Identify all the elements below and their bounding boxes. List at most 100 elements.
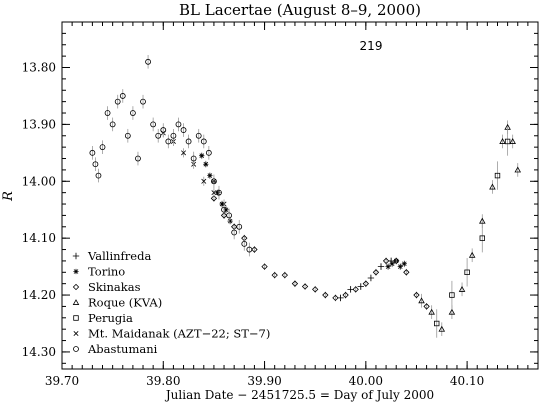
data-point (181, 150, 187, 156)
data-point (140, 98, 146, 105)
y-tick-label: 14.20 (22, 288, 56, 302)
axis-ticks (61, 22, 538, 369)
legend-entry: Vallinfreda (87, 249, 151, 263)
legend-marker (72, 283, 80, 291)
data-point (211, 178, 217, 185)
data-point (449, 292, 455, 298)
y-tick-label: 13.90 (22, 117, 56, 131)
data-point (129, 110, 136, 116)
data-point (246, 246, 253, 253)
data-point (220, 212, 228, 219)
data-point (413, 291, 420, 299)
data-point (261, 263, 268, 270)
data-point (190, 155, 197, 162)
data-point (322, 291, 329, 299)
data-point (342, 291, 349, 299)
data-point (226, 212, 233, 219)
data-point (231, 229, 238, 236)
data-point (514, 166, 522, 173)
data-point (418, 297, 425, 304)
data-point (271, 271, 278, 279)
data-point (393, 257, 400, 265)
data-point (201, 178, 207, 184)
series-2 (210, 194, 430, 310)
y-tick-label: 14.00 (22, 174, 56, 188)
y-tick-label: 14.30 (22, 345, 56, 359)
data-point (165, 138, 172, 145)
data-point (494, 172, 501, 179)
data-point (223, 207, 229, 213)
legend-marker (73, 346, 79, 352)
data-point (155, 132, 162, 139)
data-point (109, 121, 116, 128)
data-point (423, 303, 430, 310)
data-point (145, 58, 151, 65)
legend-entry: Torino (88, 265, 125, 279)
x-tick-label: 40.00 (349, 374, 383, 388)
series-4 (434, 127, 511, 338)
data-point (504, 138, 511, 145)
data-point (241, 240, 248, 247)
data-point (124, 132, 131, 139)
data-point (89, 149, 96, 156)
data-point (185, 138, 192, 145)
axis-tick-labels: 39.70 39.80 39.90 40.00 40.10 13.80 13.90 14.00… (22, 61, 485, 388)
data-point (372, 269, 380, 276)
x-tick-label: 39.80 (146, 374, 180, 388)
data-point (219, 201, 225, 207)
data-point (150, 121, 157, 128)
x-axis-label: Julian Date − 2451725.5 = Day of July 20… (164, 388, 434, 402)
series-3 (418, 120, 522, 337)
data-point (357, 283, 364, 290)
data-point (119, 93, 126, 99)
data-point (200, 138, 207, 145)
data-point (236, 223, 243, 230)
data-point (438, 325, 446, 332)
data-point (479, 235, 485, 241)
data-point (291, 280, 299, 287)
legend-marker (72, 252, 80, 260)
data-point (203, 161, 209, 167)
legend-entry: Abastumani (87, 342, 158, 356)
data-point (499, 138, 506, 144)
data-point (479, 217, 486, 224)
data-point (301, 283, 309, 290)
chart-title: BL Lacertae (August 8–9, 2000) (179, 1, 421, 19)
data-point (312, 286, 319, 293)
data-point (195, 132, 202, 139)
data-point (389, 261, 395, 267)
data-point (99, 144, 106, 151)
data-points (89, 54, 522, 338)
data-point (428, 308, 435, 315)
data-point (377, 263, 385, 270)
y-tick-label: 13.80 (22, 61, 56, 75)
legend-entry: Mt. Maidanak (AZT−22; ST−7) (88, 327, 270, 341)
data-point (95, 172, 102, 179)
y-tick-label: 14.10 (22, 231, 56, 245)
series-1 (199, 152, 407, 271)
data-point (135, 155, 141, 162)
legend-entry: Perugia (88, 311, 133, 325)
data-point (403, 269, 410, 276)
legend-entry: Skinakas (88, 280, 141, 294)
data-point (281, 271, 288, 279)
data-point (104, 110, 111, 116)
data-point (216, 189, 222, 196)
data-point (367, 274, 375, 282)
data-point (215, 190, 221, 196)
data-point (397, 264, 403, 270)
x-tick-label: 39.90 (247, 374, 281, 388)
legend-marker (73, 331, 79, 336)
data-point (180, 127, 187, 133)
data-point (434, 320, 440, 327)
data-point (458, 285, 466, 292)
data-point (448, 308, 456, 315)
data-point (205, 149, 212, 156)
x-tick-label: 39.70 (45, 374, 79, 388)
data-point (362, 280, 369, 287)
legend-entry: Roque (KVA) (88, 296, 162, 310)
data-point (210, 195, 218, 202)
data-point (199, 153, 205, 159)
data-point (175, 121, 182, 128)
